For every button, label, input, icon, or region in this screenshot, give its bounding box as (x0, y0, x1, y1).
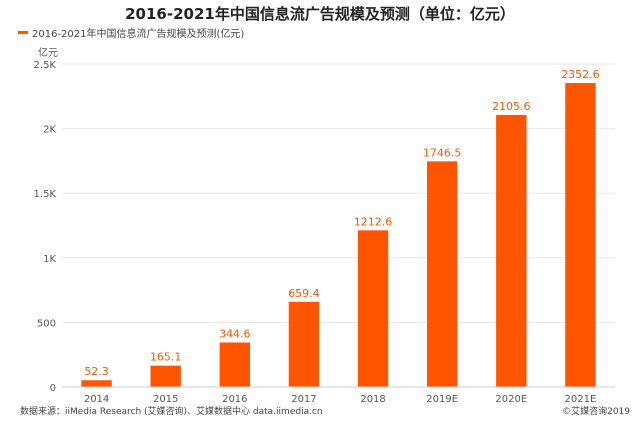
y-tick-label: 2.5K (34, 60, 57, 71)
x-tick-label: 2020E (495, 394, 527, 405)
bar (565, 83, 596, 388)
data-label: 344.6 (219, 327, 251, 340)
bar (219, 342, 251, 387)
data-label: 165.1 (150, 351, 182, 364)
data-label: 1746.5 (423, 146, 462, 159)
x-tick-label: 2021E (565, 394, 597, 405)
data-label: 52.3 (84, 365, 109, 378)
x-tick-label: 2014 (84, 394, 109, 405)
bar (81, 380, 112, 387)
bar (426, 161, 458, 387)
x-tick-label: 2019E (426, 394, 458, 405)
y-tick-label: 0 (50, 383, 56, 394)
y-tick-label: 1K (43, 254, 56, 265)
x-tick-label: 2016 (222, 394, 247, 405)
x-tick-label: 2015 (153, 394, 178, 405)
bar (357, 230, 389, 387)
data-label: 659.4 (288, 287, 320, 300)
data-label: 1212.6 (354, 215, 393, 228)
data-label: 2105.6 (492, 100, 531, 113)
data-label: 2352.6 (561, 68, 600, 81)
x-tick-label: 2017 (291, 394, 316, 405)
y-tick-label: 2K (43, 125, 56, 136)
y-axis-label: 亿元 (38, 46, 58, 59)
copyright-note: ©艾媒咨询2019 (562, 407, 630, 417)
bar (496, 114, 527, 387)
chart-title: 2016-2021年中国信息流广告规模及预测（单位：亿元） (125, 5, 515, 23)
legend-label: 2016-2021年中国信息流广告规模及预测(亿元) (32, 28, 245, 40)
y-tick-label: 1.5K (34, 189, 57, 200)
bar (288, 301, 320, 387)
x-tick-label: 2018 (360, 394, 385, 405)
bar (150, 365, 181, 387)
source-note: 数据来源：iiMedia Research (艾媒咨询)、艾媒数据中心 data… (20, 407, 323, 417)
y-tick-label: 500 (37, 318, 56, 329)
legend: 2016-2021年中国信息流广告规模及预测(亿元) (18, 25, 245, 40)
legend-swatch (18, 30, 28, 34)
